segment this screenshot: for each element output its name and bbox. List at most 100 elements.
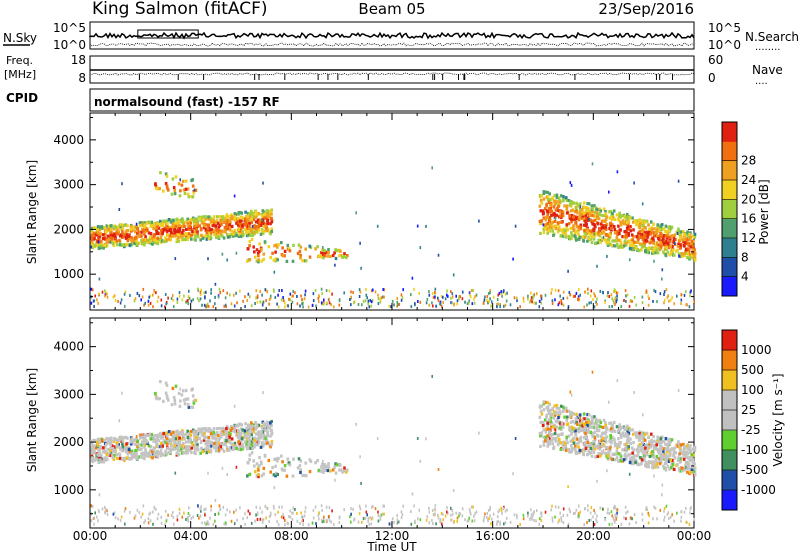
velocity-echo-cell [541, 424, 545, 428]
power-low-range-cell [489, 297, 491, 301]
velocity-echo-cell [189, 433, 192, 437]
velocity-echo-cell [173, 445, 176, 449]
velocity-low-range-cell [663, 518, 665, 522]
power-low-range-cell [212, 305, 215, 309]
velocity-echo-cell [240, 427, 243, 431]
power-echo-cell [610, 243, 614, 247]
velocity-echo-cell [654, 465, 657, 469]
power-low-range-cell [303, 297, 306, 301]
power-echo-cell [164, 236, 167, 240]
power-colorbar-label: Power [dB] [757, 179, 771, 244]
velocity-low-range-cell [277, 510, 279, 514]
power-echo-cell [541, 209, 545, 213]
velocity-echo-cell [201, 450, 205, 454]
velocity-echo-cell [546, 421, 549, 425]
velocity-echo-cell [253, 436, 256, 440]
velocity-low-range-cell [317, 514, 320, 517]
power-colorbar-swatch [722, 218, 737, 239]
velocity-echo-cell [625, 427, 628, 431]
velocity-echo-cell [625, 424, 629, 428]
power-echo-cell [103, 243, 106, 247]
velocity-echo-cell [169, 438, 172, 442]
velocity-echo-cell [565, 418, 569, 422]
power-echo-cell [573, 210, 577, 214]
power-echo-cell [578, 212, 582, 216]
velocity-echo-cell [645, 431, 649, 435]
velocity-echo-cell [608, 421, 611, 425]
velocity-echo-cell [117, 438, 120, 442]
velocity-echo-cell [644, 460, 648, 465]
velocity-echo-cell [691, 465, 695, 469]
power-echo-cell [237, 223, 240, 227]
velocity-echo-cell [672, 454, 675, 458]
power-low-range-cell [484, 295, 486, 299]
velocity-echo-cell [92, 438, 96, 442]
power-echo-cell [657, 237, 660, 241]
velocity-low-range-cell [596, 520, 598, 524]
velocity-echo-cell [164, 449, 167, 453]
power-echo-cell [195, 218, 199, 222]
power-low-range-cell [96, 298, 98, 302]
velocity-echo-cell [597, 424, 601, 428]
velocity-echo-cell [581, 424, 584, 428]
power-echo-cell [221, 230, 224, 234]
velocity-echo-cell [571, 439, 575, 443]
velocity-echo-cell [584, 431, 587, 435]
velocity-echo-cell [659, 444, 662, 449]
noise-box [137, 29, 199, 39]
power-low-range-cell [522, 299, 525, 303]
power-sparse-cell [569, 181, 572, 185]
power-echo-cell [262, 224, 266, 228]
power-echo-cell [155, 229, 158, 233]
power-echo-cell [298, 249, 302, 254]
velocity-echo-cell [648, 454, 652, 459]
power-echo-cell [542, 216, 546, 220]
velocity-low-range-cell [176, 518, 179, 522]
power-colorbar-tick-label: 28 [741, 154, 756, 168]
velocity-echo-cell [693, 466, 697, 470]
velocity-echo-cell [580, 419, 584, 423]
power-echo-cell [190, 233, 194, 237]
power-low-range-cell [333, 305, 335, 309]
power-echo-cell [265, 228, 269, 233]
velocity-low-range-cell [259, 506, 261, 510]
velocity-echo-cell [572, 441, 576, 445]
velocity-low-range-cell [615, 508, 618, 512]
power-echo-cell [679, 254, 682, 259]
power-echo-cell [691, 244, 695, 248]
velocity-echo-cell [151, 452, 155, 456]
velocity-low-range-cell [265, 516, 267, 520]
velocity-echo-cell [593, 436, 597, 440]
velocity-echo-cell [178, 436, 181, 440]
velocity-echo-cell [562, 409, 565, 413]
power-low-range-cell [502, 290, 505, 294]
power-echo-cell [128, 243, 132, 248]
velocity-echo-cell [577, 445, 580, 449]
power-echo-cell [180, 225, 184, 229]
power-low-range-cell [606, 294, 609, 298]
power-echo-cell [260, 228, 264, 232]
velocity-echo-cell [251, 427, 255, 431]
power-echo-cell [183, 237, 187, 241]
velocity-echo-cell [656, 435, 659, 439]
power-low-range-cell [183, 294, 185, 298]
power-low-range-cell [442, 300, 444, 304]
velocity-echo-cell [591, 431, 595, 435]
power-echo-cell [567, 234, 571, 239]
velocity-echo-cell [686, 465, 690, 469]
velocity-echo-cell [586, 453, 589, 457]
power-echo-cell [588, 229, 591, 233]
power-echo-cell [681, 254, 684, 258]
power-echo-cell [156, 236, 159, 240]
power-low-range-cell [437, 296, 439, 300]
velocity-echo-cell [555, 406, 559, 410]
power-echo-cell [165, 174, 169, 178]
power-echo-cell [598, 207, 602, 211]
power-low-range-cell [156, 299, 159, 303]
power-echo-cell [580, 235, 583, 240]
velocity-echo-cell [691, 462, 695, 466]
velocity-echo-cell [553, 413, 557, 417]
power-echo-cell [651, 240, 654, 244]
velocity-echo-cell [248, 457, 251, 462]
